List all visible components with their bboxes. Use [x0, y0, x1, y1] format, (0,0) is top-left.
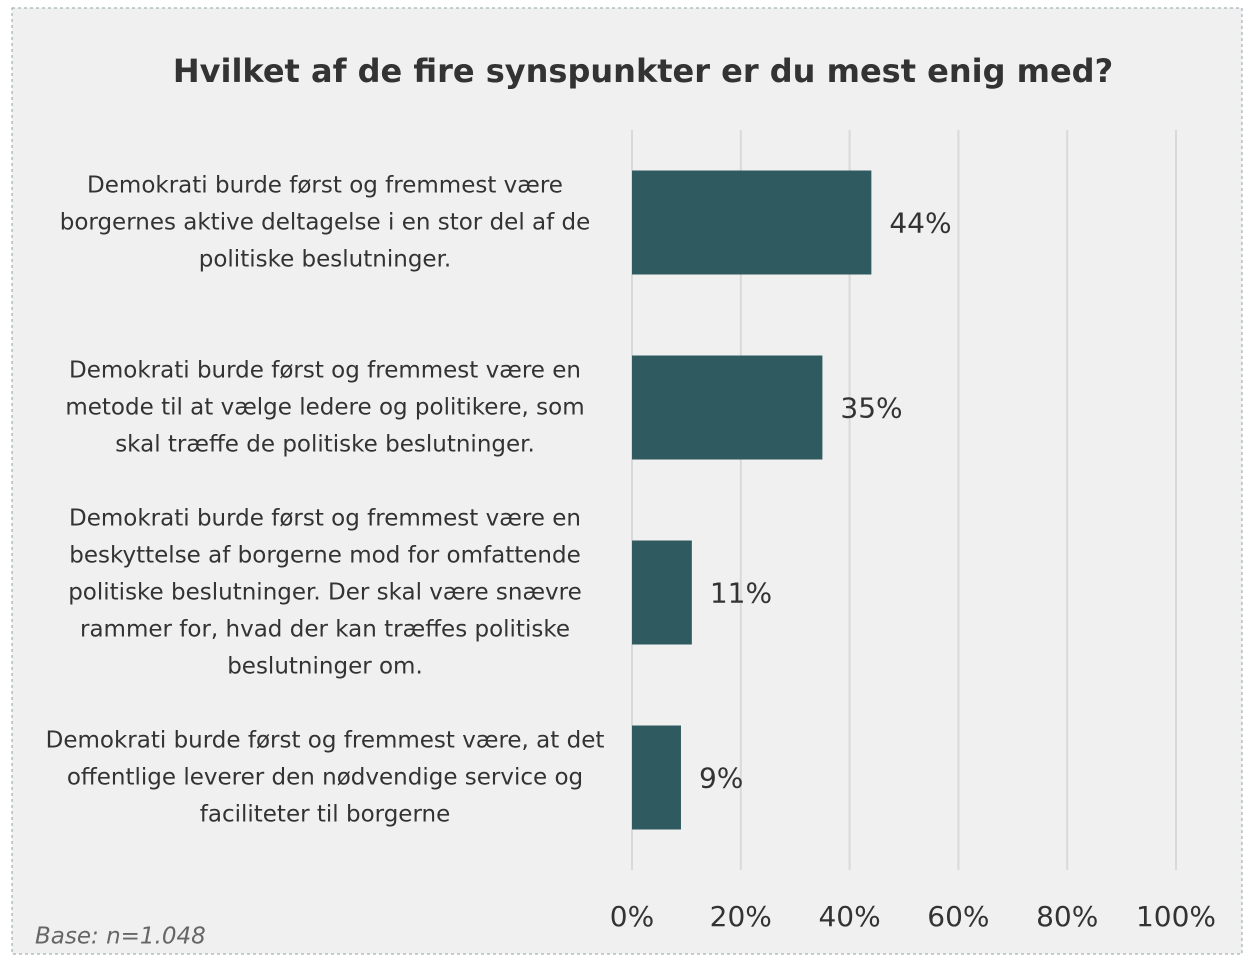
bar [632, 355, 823, 460]
chart-frame [11, 7, 1243, 955]
category-label-line: rammer for, hvad der kan træffes politis… [80, 616, 570, 642]
category-label-line: beslutninger om. [227, 653, 423, 679]
category-label-line: politiske beslutninger. [199, 246, 451, 272]
x-tick-label: 20% [710, 900, 772, 933]
category-label: Demokrati burde først og fremmest være, … [46, 727, 605, 827]
category-label-line: skal træffe de politiske beslutninger. [115, 431, 535, 457]
category-label: Demokrati burde først og fremmest være e… [68, 505, 582, 679]
category-label-line: Demokrati burde først og fremmest være e… [69, 357, 581, 383]
x-tick-label: 60% [927, 900, 989, 933]
value-label: 35% [840, 392, 902, 425]
category-label: Demokrati burde først og fremmest være e… [65, 357, 584, 457]
bar [632, 170, 872, 275]
category-label-line: beskyttelse af borgerne mod for omfatten… [69, 542, 580, 568]
category-label-line: faciliteter til borgerne [200, 801, 450, 827]
x-tick-label: 80% [1036, 900, 1098, 933]
category-label-line: Demokrati burde først og fremmest være, … [46, 727, 605, 753]
bar [632, 540, 692, 645]
category-label-line: Demokrati burde først og fremmest være e… [69, 505, 581, 531]
category-label: Demokrati burde først og fremmest være bo… [60, 172, 591, 272]
x-tick-label: 100% [1136, 900, 1216, 933]
category-label-line: Demokrati burde først og fremmest være [87, 172, 563, 198]
category-label-line: metode til at vælge ledere og politikere… [65, 394, 584, 420]
category-label-line: offentlige leverer den nødvendige servic… [67, 764, 583, 790]
bar [632, 725, 681, 830]
x-tick-label: 40% [818, 900, 880, 933]
category-label-line: politiske beslutninger. Der skal være sn… [68, 579, 582, 605]
value-label: 9% [699, 762, 743, 795]
category-label-line: borgernes aktive deltagelse i en stor de… [60, 209, 591, 235]
value-label: 11% [710, 577, 772, 610]
base-note: Base: n=1.048 [35, 924, 206, 950]
value-label: 44% [889, 207, 951, 240]
chart-title: Hvilket af de fire synspunkter er du mes… [173, 52, 1113, 90]
x-tick-label: 0% [610, 900, 654, 933]
